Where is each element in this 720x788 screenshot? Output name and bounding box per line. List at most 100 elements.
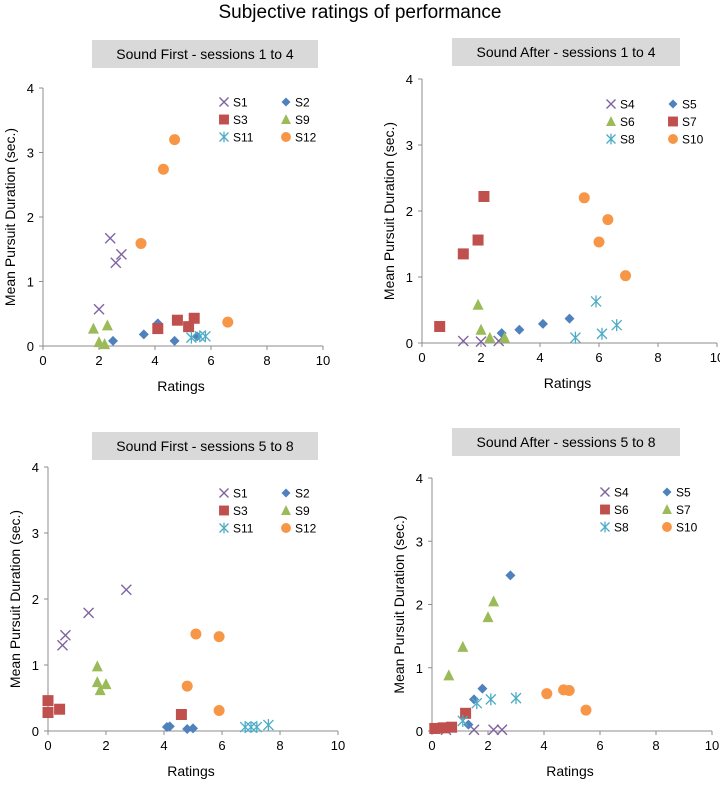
- panel-1-series-s11: [185, 330, 211, 344]
- panel-4-legend-s8: S8: [600, 521, 629, 535]
- panel-3-legend-label-s11: S11: [233, 522, 254, 536]
- panel-1-legend-s9: S9: [281, 113, 310, 127]
- panel-2-xlabel: Ratings: [544, 375, 591, 391]
- panel-3-xtick-label: 0: [44, 738, 51, 753]
- panel-2-legend-s6: S6: [606, 115, 635, 129]
- panel-1-ytick-label: 4: [27, 81, 34, 96]
- panel-3-series-s9: [91, 660, 112, 696]
- panel-1-xtick-label: 6: [207, 353, 214, 368]
- panel-4-legend-label-s4: S4: [614, 486, 629, 500]
- panel-4-xlabel: Ratings: [546, 763, 593, 779]
- panel-1-legend-label-s11: S11: [233, 131, 254, 145]
- panel-3-point-s1: [120, 584, 132, 596]
- panel-3-point-s1: [83, 607, 95, 619]
- panel-1-legend-label-s3: S3: [233, 113, 248, 127]
- panel-3-ylabel: Mean Pursuit Duration (sec.): [7, 510, 23, 688]
- panel-3-xtick-label: 2: [102, 738, 109, 753]
- panel-1-point-s1: [110, 257, 122, 269]
- panel-1-point-s3: [152, 323, 164, 335]
- panel-2-point-s10: [593, 236, 605, 248]
- panel-1-point-s2: [108, 335, 118, 346]
- panel-3-ytick-label: 0: [32, 724, 39, 739]
- panel-4-legend: S4 S5 S6 S7 S8 S10: [600, 486, 698, 535]
- panel-1-xtick-label: 4: [151, 353, 158, 368]
- panel-3-legend-s1: S1: [219, 487, 248, 501]
- panel-1-point-s3: [188, 312, 200, 324]
- panel-3-legend-label-s12: S12: [295, 522, 317, 536]
- panel-2-point-s7: [472, 234, 484, 246]
- panel-1-point-s9: [101, 319, 113, 331]
- panel-4-point-s5: [477, 683, 488, 694]
- panel-3-ytick-label: 2: [32, 592, 39, 607]
- panel-1-title: Sound First - sessions 1 to 4: [116, 46, 294, 62]
- panel-1-legend-label-s2: S2: [295, 96, 310, 110]
- panel-4-point-s7: [482, 611, 494, 623]
- panel-1-point-s1: [115, 248, 127, 260]
- panel-3-point-s9: [91, 660, 103, 672]
- panel-3-xtick-label: 8: [276, 738, 283, 753]
- panel-1-point-s9: [87, 322, 99, 334]
- panel-3: Sound First - sessions 5 to 8 0 2 4 6 8 10 0 1 2 3…: [7, 432, 345, 779]
- panel-1-point-s12: [222, 316, 234, 328]
- panel-2-xtick-label: 6: [595, 350, 602, 365]
- panel-3-series-s2: [161, 721, 198, 735]
- panel-4-point-s7: [457, 640, 469, 652]
- panel-3-point-s3: [42, 707, 54, 719]
- panel-4-xtick-label: 2: [484, 738, 491, 753]
- panel-1-series-s9: [87, 319, 113, 350]
- panel-1-legend-s11: S11: [219, 131, 254, 145]
- panel-1-ytick-label: 0: [27, 339, 34, 354]
- panel-4-legend-label-s5: S5: [676, 486, 691, 500]
- panel-3-xtick-label: 4: [160, 738, 167, 753]
- panel-4-point-s10: [541, 688, 553, 700]
- panel-3-xtick-label: 10: [331, 738, 345, 753]
- panel-2-point-s6: [472, 298, 484, 310]
- panel-3-series-s1: [57, 584, 132, 651]
- panel-4-xtick-label: 6: [596, 738, 603, 753]
- panel-2-title: Sound After - sessions 1 to 4: [477, 44, 656, 60]
- panel-4-point-s5: [463, 719, 474, 730]
- panel-2-point-s5: [564, 313, 575, 324]
- panel-1-legend-s2: S2: [281, 96, 310, 110]
- panel-4-point-s10: [580, 704, 592, 716]
- panel-3-point-s9: [100, 678, 112, 690]
- panel-1-legend-label-s1: S1: [233, 96, 248, 110]
- panel-4-point-s8: [471, 697, 483, 710]
- panel-4: Sound After - sessions 5 to 8 0 2 4 6 8 10 0 1 2 3…: [391, 428, 719, 779]
- panel-1-xtick-label: 10: [316, 353, 330, 368]
- panel-2-ytick-label: 3: [406, 138, 413, 153]
- panel-4-point-s8: [485, 693, 497, 706]
- panel-3-legend-label-s9: S9: [295, 504, 310, 518]
- panel-2-xtick-label: 0: [418, 350, 425, 365]
- panel-2-legend-s7: S7: [668, 115, 697, 129]
- panel-2-point-s8: [596, 327, 608, 340]
- panel-4-legend-label-s10: S10: [676, 521, 698, 535]
- panel-4-point-s8: [457, 714, 469, 727]
- panel-2-ytick-label: 2: [406, 204, 413, 219]
- panel-3-point-s11: [251, 721, 263, 734]
- panel-2-point-s7: [434, 321, 446, 332]
- panel-3-point-s12: [213, 705, 225, 717]
- panel-1-point-s2: [138, 329, 149, 340]
- panel-2-series-s8: [569, 295, 623, 344]
- panel-3-legend-s11: S11: [219, 522, 254, 536]
- panel-3-point-s12: [213, 631, 225, 643]
- panel-2-xtick-label: 10: [710, 350, 720, 365]
- panel-4-point-s6: [437, 722, 449, 734]
- panel-2-ytick-label: 4: [406, 72, 413, 87]
- panel-2-point-s7: [478, 190, 490, 202]
- panel-1-point-s1: [104, 232, 116, 244]
- figure-title: Subjective ratings of performance: [218, 2, 502, 23]
- panel-2-point-s8: [611, 319, 623, 332]
- panel-1-legend-s1: S1: [219, 96, 248, 110]
- panel-1-series-s3: [152, 312, 200, 335]
- panel-4-legend-s4: S4: [600, 486, 629, 500]
- panel-1-point-s12: [135, 237, 147, 249]
- panel-1-legend-s3: S3: [219, 113, 248, 127]
- panel-2-legend-label-s4: S4: [620, 98, 635, 112]
- panel-4-legend-s7: S7: [662, 503, 691, 517]
- panel-1-point-s3: [171, 314, 183, 326]
- panel-3-point-s2: [188, 723, 198, 734]
- panel-4-xtick-label: 4: [540, 738, 547, 753]
- panel-3-legend: S1 S2 S3 S9 S11 S12: [219, 487, 317, 536]
